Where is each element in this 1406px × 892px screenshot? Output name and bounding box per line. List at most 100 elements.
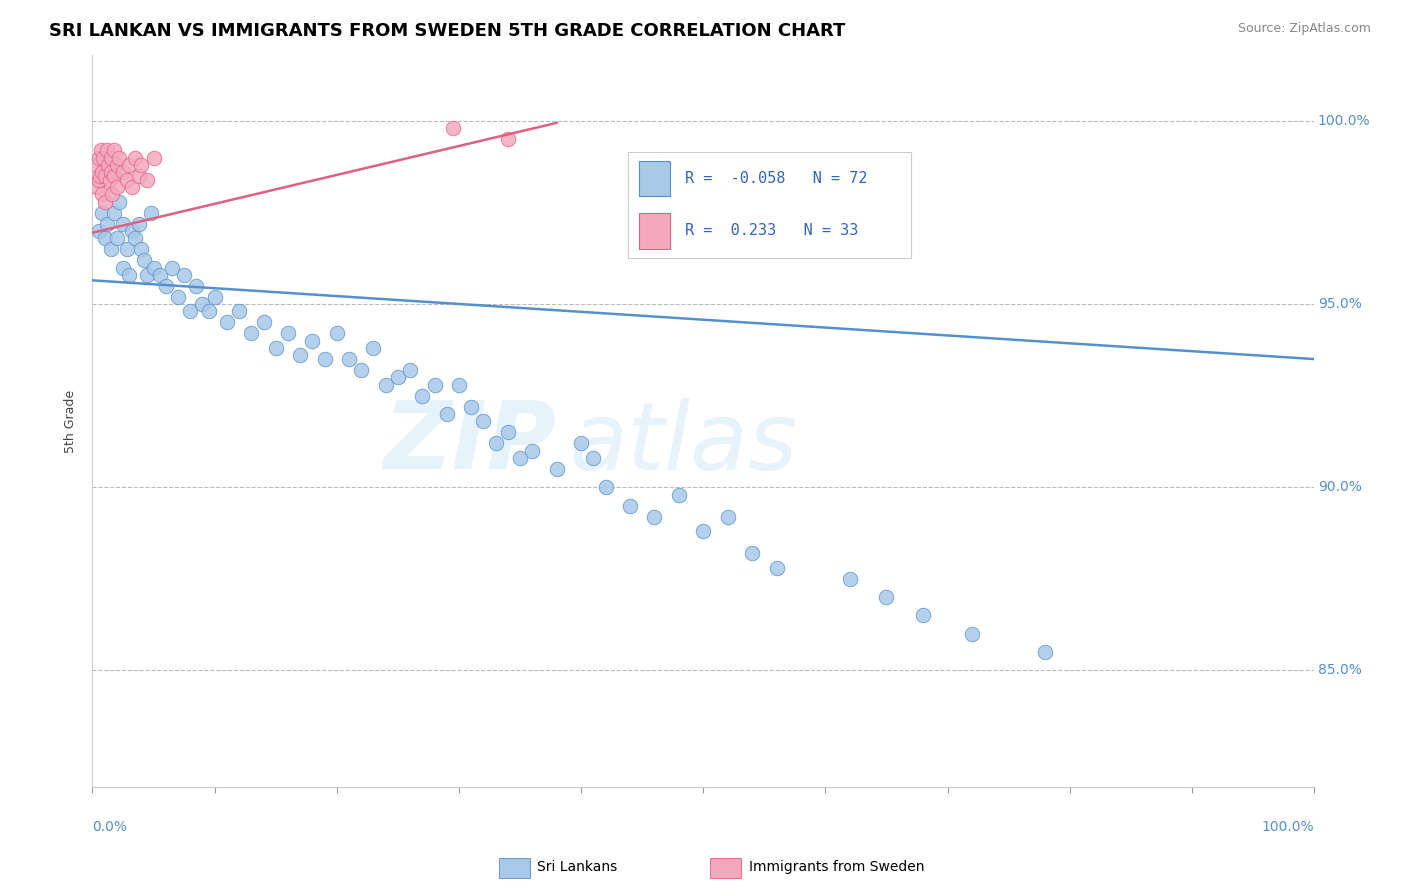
Point (87, 151, 110, 165)
Point (97, 158, 120, 172)
Point (118, 158, 141, 172)
Point (741, 546, 763, 560)
Point (87, 172, 110, 186)
Point (717, 509, 740, 524)
Point (103, 169, 125, 183)
Text: ZIP: ZIP (384, 397, 557, 490)
Point (112, 165, 135, 179)
Point (136, 172, 159, 186)
Text: R =  -0.058   N = 72: R = -0.058 N = 72 (685, 171, 868, 186)
Point (619, 499, 641, 513)
Point (582, 450, 605, 465)
Point (277, 326, 299, 341)
Point (374, 377, 396, 392)
Point (240, 326, 263, 341)
Point (121, 224, 143, 238)
Text: 100.0%: 100.0% (1317, 114, 1371, 128)
Point (301, 334, 323, 348)
Point (84, 158, 107, 172)
Point (96, 144, 118, 158)
Point (692, 524, 714, 538)
Point (509, 450, 531, 465)
Text: Immigrants from Sweden: Immigrants from Sweden (749, 860, 925, 874)
Point (91, 187, 114, 202)
Point (484, 436, 506, 450)
Point (87, 224, 110, 238)
Point (131, 158, 153, 172)
Text: 100.0%: 100.0% (1261, 821, 1315, 834)
Point (115, 172, 138, 186)
Point (838, 572, 860, 586)
FancyBboxPatch shape (640, 161, 671, 196)
Point (668, 487, 690, 501)
Point (215, 315, 238, 329)
Point (115, 242, 138, 256)
FancyBboxPatch shape (640, 213, 671, 249)
Point (149, 268, 172, 282)
Point (112, 217, 135, 231)
Point (105, 180, 128, 194)
Text: R =  0.233   N = 33: R = 0.233 N = 33 (685, 224, 858, 238)
Point (86, 180, 108, 194)
Point (191, 297, 214, 311)
Point (124, 151, 146, 165)
Point (155, 278, 177, 293)
Point (93, 194, 115, 209)
Point (1033, 645, 1056, 659)
Point (569, 436, 592, 450)
Point (142, 151, 165, 165)
Point (197, 304, 219, 318)
Text: Sri Lankans: Sri Lankans (537, 860, 617, 874)
Point (108, 194, 131, 209)
Text: Source: ZipAtlas.com: Source: ZipAtlas.com (1237, 22, 1371, 36)
Point (105, 231, 128, 245)
Point (89, 169, 111, 183)
Point (179, 304, 201, 318)
Point (139, 205, 162, 219)
Point (93, 169, 115, 183)
Point (595, 480, 617, 494)
Point (108, 151, 131, 165)
Point (912, 608, 935, 623)
Point (160, 260, 183, 275)
Point (546, 462, 568, 476)
Point (460, 400, 482, 414)
Point (118, 268, 141, 282)
Point (128, 217, 150, 231)
Point (643, 509, 665, 524)
Point (128, 169, 150, 183)
Point (142, 260, 165, 275)
Point (960, 626, 983, 640)
Point (252, 315, 274, 329)
Point (93, 151, 115, 165)
Point (132, 253, 155, 268)
Point (173, 268, 195, 282)
Point (96, 217, 118, 231)
Point (91, 205, 114, 219)
Point (101, 187, 124, 202)
Point (90, 144, 112, 158)
Text: atlas: atlas (569, 398, 797, 489)
Point (472, 414, 495, 428)
Point (363, 341, 385, 355)
Point (765, 561, 787, 575)
Point (124, 231, 146, 245)
Point (423, 377, 446, 392)
Point (314, 352, 336, 367)
Point (496, 132, 519, 146)
Point (399, 363, 422, 377)
Point (112, 260, 135, 275)
Point (436, 407, 458, 421)
Point (93, 231, 115, 245)
Point (875, 590, 897, 604)
Point (441, 121, 464, 136)
Text: 95.0%: 95.0% (1317, 297, 1361, 311)
Point (103, 205, 125, 219)
Point (264, 341, 287, 355)
Point (326, 326, 349, 341)
Point (204, 290, 226, 304)
Point (522, 443, 544, 458)
Point (350, 363, 373, 377)
Point (105, 158, 128, 172)
Point (100, 242, 122, 256)
